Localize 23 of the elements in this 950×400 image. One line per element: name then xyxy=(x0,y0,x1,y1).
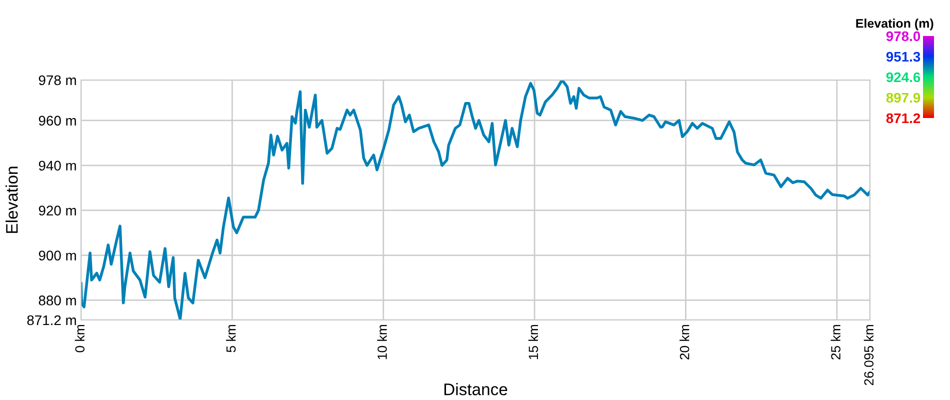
x-tick-label: 25 km xyxy=(830,325,840,360)
x-tick-label: 10 km xyxy=(377,325,387,360)
x-axis-title: Distance xyxy=(444,383,508,396)
y-tick-label: 920 m xyxy=(38,206,76,216)
y-tick-label: 978 m xyxy=(38,75,76,86)
y-tick-label: 880 m xyxy=(38,296,76,306)
x-tick-label: 20 km xyxy=(680,325,690,360)
color-bar-label: 871.2 xyxy=(886,113,920,124)
color-bar-title: Elevation (m) xyxy=(856,18,934,30)
line-series xyxy=(81,80,870,320)
x-tick-label: 5 km xyxy=(226,325,236,352)
color-bar-label: 978.0 xyxy=(886,31,920,42)
color-bar-label: 951.3 xyxy=(886,52,920,62)
y-axis-title: Elevation xyxy=(6,166,18,233)
x-tick-label: 15 km xyxy=(528,325,538,360)
y-tick-label: 940 m xyxy=(38,160,76,171)
y-tick-label: 871.2 m xyxy=(27,315,76,326)
x-tick-label: 0 km xyxy=(74,325,85,352)
y-tick-label: 960 m xyxy=(38,116,76,126)
color-bar-label: 897.9 xyxy=(886,92,920,103)
y-tick-label: 900 m xyxy=(38,250,76,260)
color-bar-label: 924.6 xyxy=(886,72,920,82)
x-tick-label: 26.095 km xyxy=(864,325,874,386)
